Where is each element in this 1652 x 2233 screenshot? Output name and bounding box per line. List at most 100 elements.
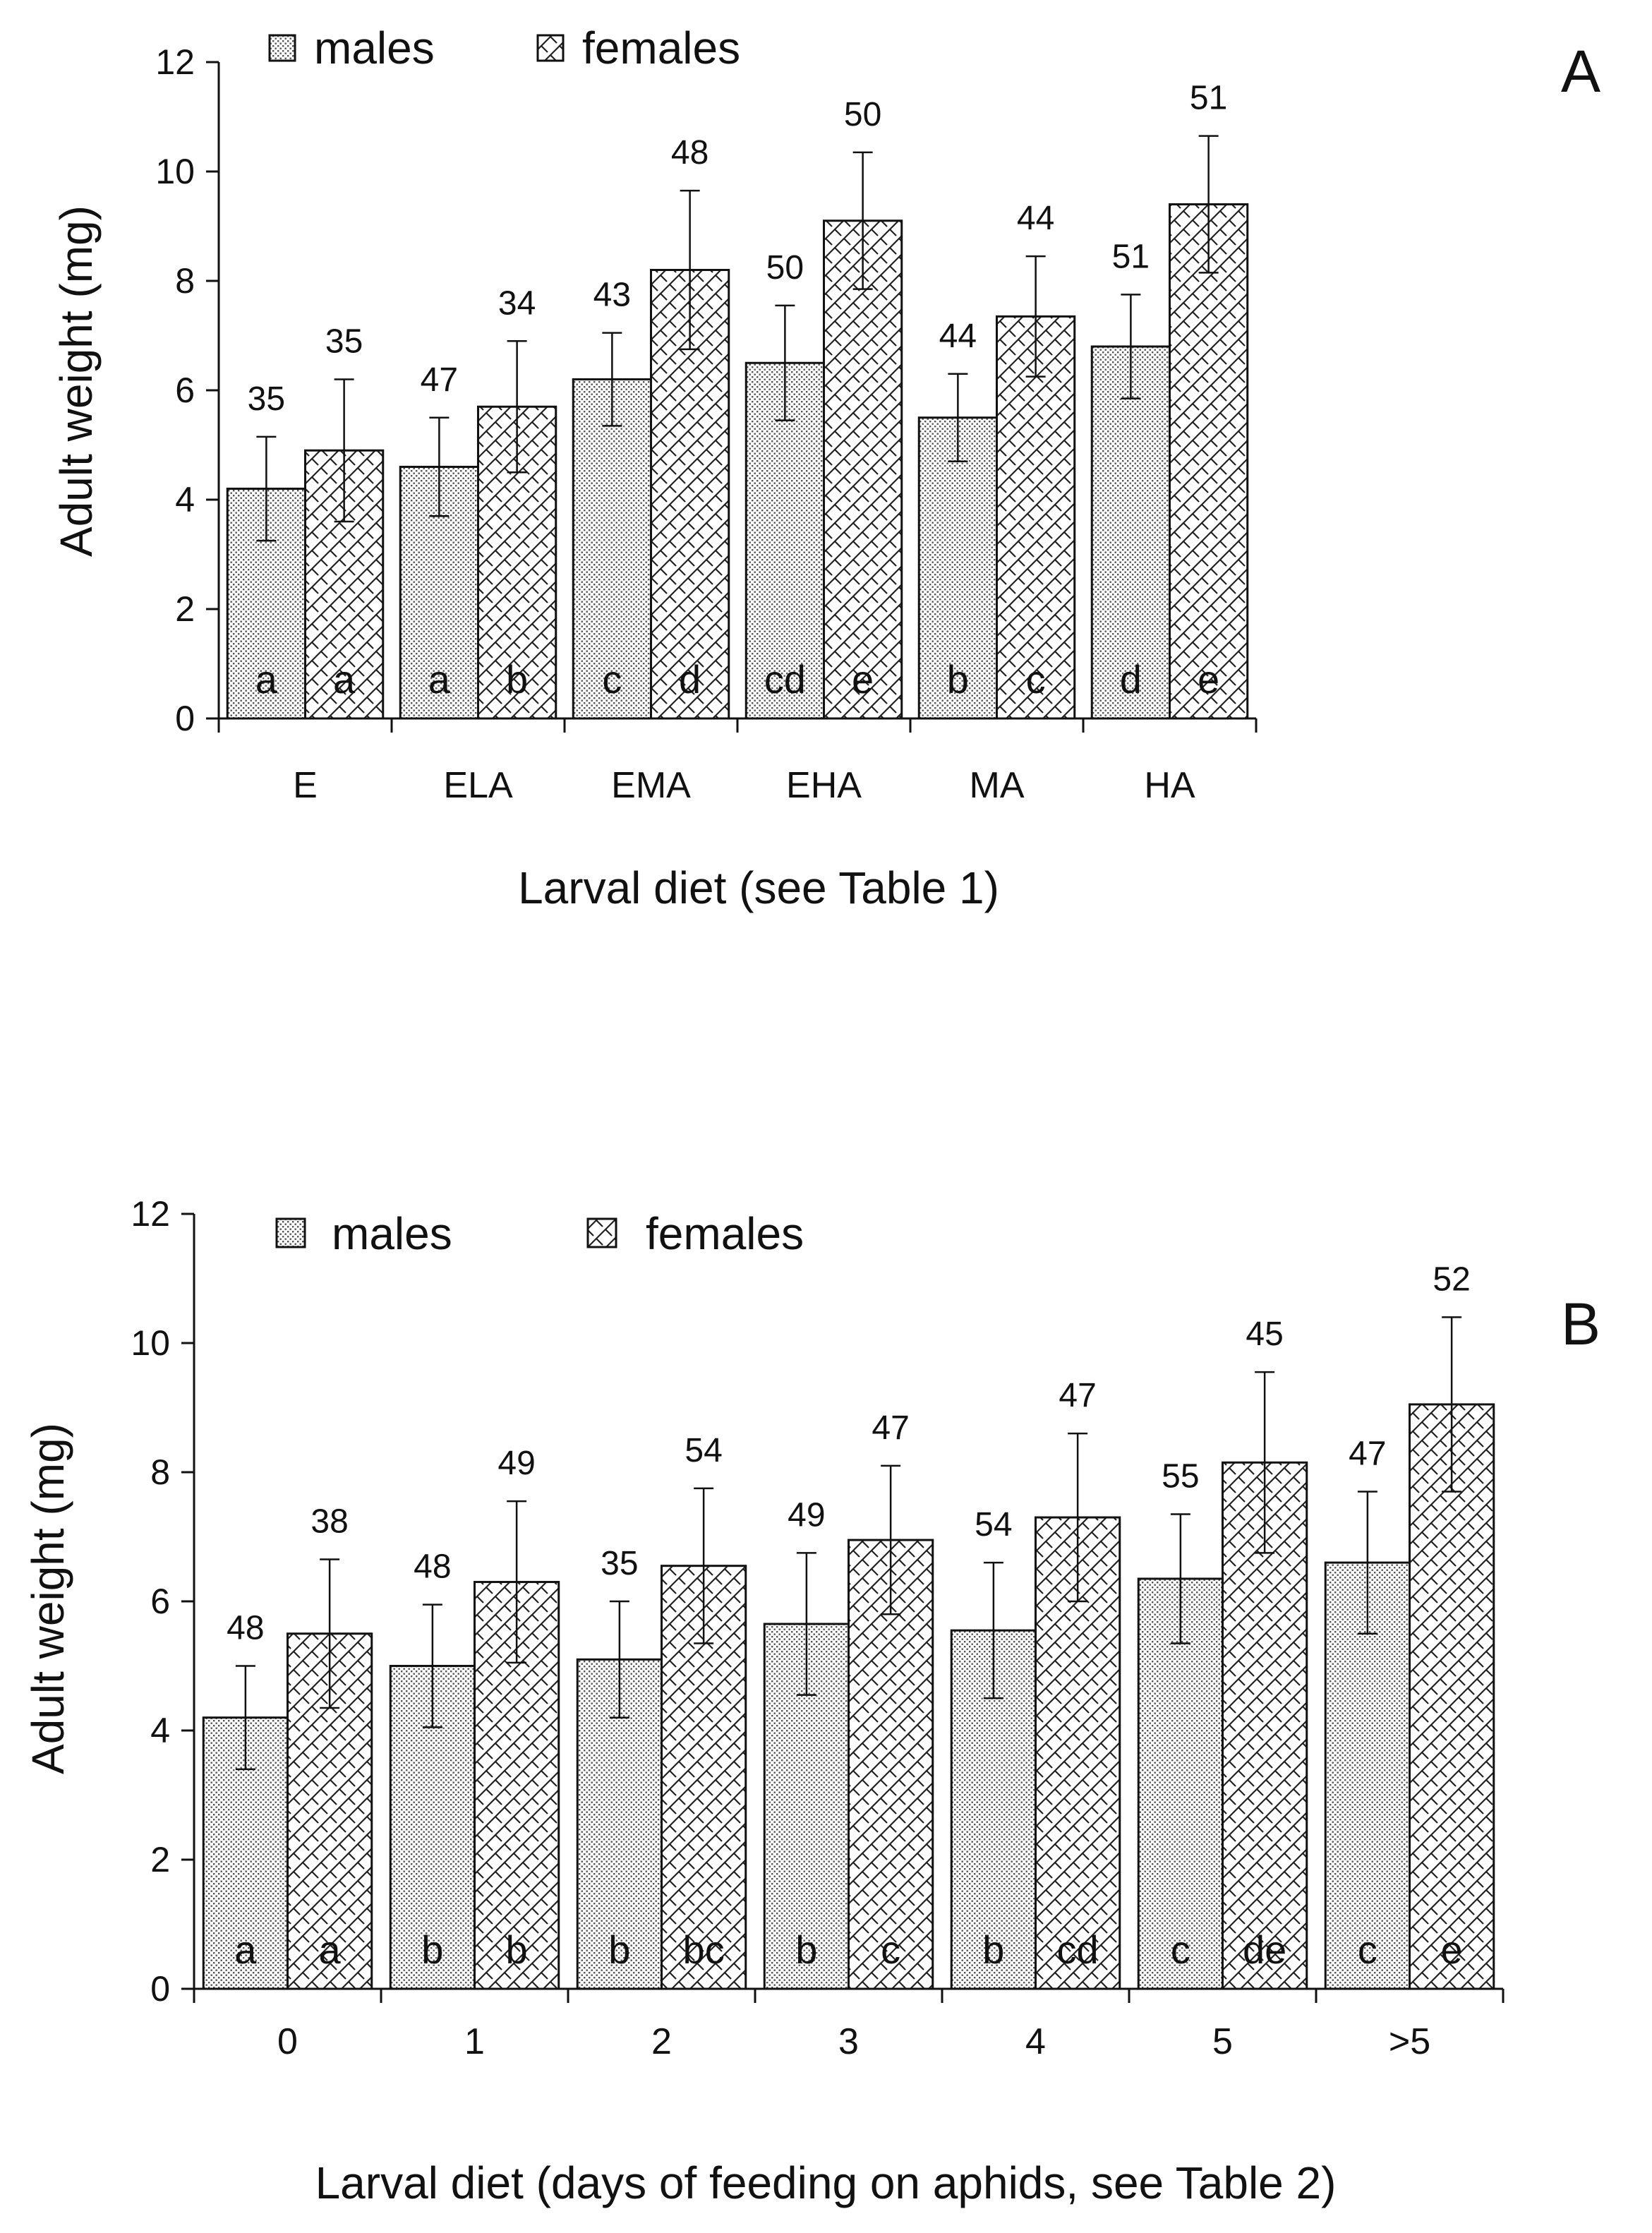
panel-b-sample-sizes: 48 38 48 49 35 54 49 47 54 47 55 45 47 52	[227, 1260, 1471, 1647]
panel-a-sample-size-label: 51	[1190, 80, 1227, 117]
panel-b-bars	[202, 1403, 1495, 1990]
panel-b-y-axis: 0 2 4 6 8 10 12	[131, 1194, 195, 2009]
panel-a-legend-swatch-females	[536, 34, 565, 62]
panel-a-significance-letter: e	[1198, 657, 1219, 702]
panel-b-sample-size-label: 54	[685, 1432, 722, 1469]
panel-b-sample-size-label: 38	[310, 1503, 348, 1541]
panel-a-significance-letter: c	[602, 657, 622, 702]
panel-a-category-label: HA	[1144, 765, 1195, 806]
panel-b-category-label: 1	[464, 2021, 485, 2062]
panel-a-error-bars	[256, 135, 1219, 542]
panel-a-y-tick-label: 2	[175, 589, 195, 629]
panel-a-chart: 0 2 4 6 8 10 12 35 35 47 34 43 48 50 50 44 44 51 51 a a a b c…	[51, 23, 1600, 913]
panel-a-y-tick-label: 8	[175, 261, 195, 301]
panel-b-significance-letter: b	[608, 1927, 630, 1972]
panel-b-category-label: 4	[1025, 2021, 1046, 2062]
panel-a-y-axis-title: Adult weight (mg)	[51, 205, 102, 557]
panel-b-y-tick-label: 4	[150, 1711, 170, 1750]
panel-a-bars	[226, 203, 1249, 720]
panel-a-legend-swatch-males	[268, 34, 296, 62]
panel-a-significance-letter: d	[1120, 657, 1142, 702]
panel-a-y-tick-label: 4	[175, 480, 195, 519]
panel-b-significance-letter: b	[421, 1927, 443, 1972]
panel-a-significance-letter: b	[947, 657, 969, 702]
panel-b-sample-size-label: 35	[601, 1545, 638, 1582]
panel-a-category-label: MA	[970, 765, 1025, 806]
panel-b-sample-size-label: 45	[1246, 1316, 1283, 1353]
panel-b-sample-size-label: 55	[1162, 1457, 1199, 1495]
panel-a-significance-letter: d	[679, 657, 701, 702]
panel-b-category-label: 3	[838, 2021, 859, 2062]
panel-b-legend-males: males	[332, 1208, 452, 1259]
panel-b-sample-size-label: 47	[1349, 1435, 1386, 1472]
panel-a-sample-size-label: 44	[939, 318, 977, 355]
panel-a-sample-size-label: 43	[593, 277, 631, 314]
panel-a-significance-letters: a a a b c d cd e b c d e	[255, 657, 1219, 702]
panel-b-significance-letter: de	[1243, 1927, 1286, 1972]
panel-a-sample-size-label: 35	[325, 323, 363, 361]
panel-a-significance-letter: cd	[764, 657, 806, 702]
panel-a-y-axis: 0 2 4 6 8 10 12	[155, 42, 220, 738]
panel-b-significance-letter: e	[1441, 1927, 1463, 1972]
panel-a-sample-size-label: 35	[248, 380, 285, 418]
panel-a-sample-size-label: 34	[498, 284, 536, 322]
panel-a-sample-size-label: 51	[1112, 238, 1150, 275]
panel-b-sample-size-label: 49	[788, 1496, 825, 1534]
panel-b-significance-letter: c	[1358, 1927, 1377, 1972]
panel-b-sample-size-label: 52	[1433, 1260, 1470, 1298]
panel-b-category-label: 0	[277, 2021, 298, 2062]
panel-a-significance-letter: b	[506, 657, 528, 702]
panel-b-significance-letter: c	[881, 1927, 900, 1972]
panel-b-sample-size-label: 49	[498, 1445, 535, 1482]
panel-a-x-axis-title: Larval diet (see Table 1)	[518, 862, 999, 913]
panel-a-bar-males	[917, 416, 998, 720]
panel-b-legend: males females	[275, 1208, 804, 1259]
panel-a-bar-females	[477, 405, 557, 720]
panel-b-y-tick-label: 8	[150, 1452, 170, 1492]
panel-b-significance-letter: b	[795, 1927, 817, 1972]
panel-a-significance-letter: c	[1026, 657, 1046, 702]
panel-b-y-tick-label: 6	[150, 1582, 170, 1621]
panel-a-bar-females	[1169, 203, 1249, 720]
panel-a-y-tick-label: 0	[175, 699, 195, 738]
panel-b-significance-letter: bc	[683, 1927, 725, 1972]
panel-b-significance-letter: b	[982, 1927, 1004, 1972]
panel-a-sample-sizes: 35 35 47 34 43 48 50 50 44 44 51 51	[248, 80, 1228, 418]
panel-b-legend-females: females	[646, 1208, 804, 1259]
panel-b-significance-letter: b	[506, 1927, 528, 1972]
panel-b-significance-letters: a a b b b bc b c b cd c de c e	[234, 1927, 1462, 1972]
panel-a-sample-size-label: 44	[1017, 200, 1054, 237]
panel-b-y-tick-label: 10	[131, 1323, 170, 1363]
panel-b-y-tick-label: 0	[150, 1969, 170, 2009]
panel-a-significance-letter: a	[333, 657, 356, 702]
panel-b-y-axis-title: Adult weight (mg)	[23, 1423, 73, 1774]
panel-b-sample-size-label: 48	[414, 1548, 451, 1586]
panel-a-category-label: EMA	[611, 765, 691, 806]
panel-a-sample-size-label: 48	[671, 134, 709, 171]
panel-b-sample-size-label: 47	[1059, 1377, 1096, 1414]
panel-a-bar-females	[823, 219, 903, 720]
panel-a-legend-males: males	[314, 23, 435, 73]
panel-b-legend-swatch-males	[275, 1217, 306, 1248]
panel-b-category-label: 2	[651, 2021, 672, 2062]
panel-b-error-bars	[235, 1316, 1462, 1771]
panel-b-sample-size-label: 48	[227, 1610, 264, 1647]
panel-a-label: A	[1561, 38, 1600, 104]
panel-a-category-label: EHA	[786, 765, 862, 806]
panel-b-x-axis: 0 1 2 3 4 5 >5	[193, 1987, 1505, 2062]
panel-a-significance-letter: a	[255, 657, 278, 702]
panel-b-x-axis-title: Larval diet (days of feeding on aphids, …	[315, 2157, 1337, 2208]
panel-a-y-tick-label: 6	[175, 371, 195, 410]
panel-a-category-label: E	[293, 765, 318, 806]
panel-b-category-label: 5	[1212, 2021, 1233, 2062]
panel-a-sample-size-label: 47	[421, 361, 458, 399]
panel-b-sample-size-label: 54	[975, 1506, 1012, 1543]
panel-a-legend-females: females	[582, 23, 740, 73]
panel-a-y-tick-label: 12	[155, 42, 195, 82]
panel-a-sample-size-label: 50	[766, 249, 804, 287]
panel-b-category-label: >5	[1389, 2021, 1430, 2062]
panel-a-y-tick-label: 10	[155, 152, 195, 191]
panel-b-y-tick-label: 2	[150, 1840, 170, 1879]
panel-b-significance-letter: a	[234, 1927, 257, 1972]
